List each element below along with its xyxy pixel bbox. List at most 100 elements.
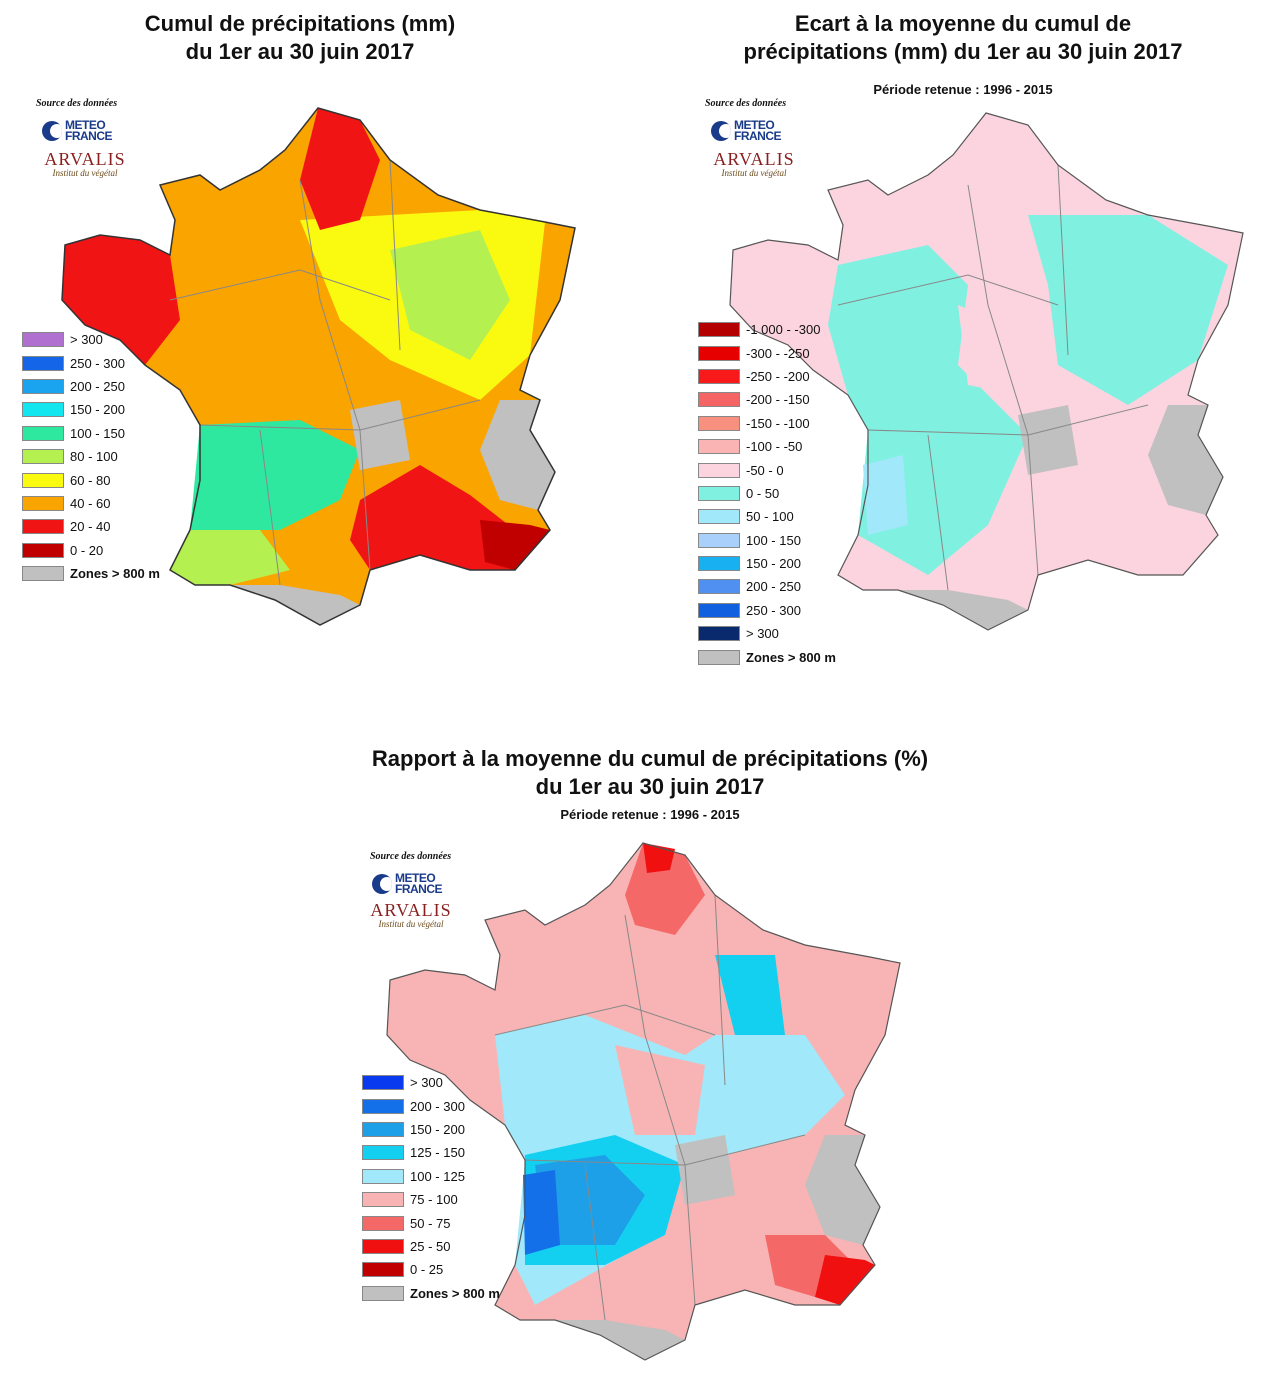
france-border <box>61 107 576 626</box>
meteo-france-logo: METEO FRANCE <box>42 119 113 142</box>
meteo-france-circle-icon <box>711 121 731 141</box>
map-panel-rapport: Rapport à la moyenne du cumul de précipi… <box>300 735 1000 1365</box>
map-panel-ecart: Ecart à la moyenne du cumul de précipita… <box>633 0 1266 690</box>
legend-item: -50 - 0 <box>698 458 836 481</box>
map-title-rapport: Rapport à la moyenne du cumul de précipi… <box>300 745 1000 801</box>
legend-item: 40 - 60 <box>22 492 160 515</box>
legend-label: 200 - 300 <box>410 1098 465 1114</box>
period-subtitle-ecart: Période retenue : 1996 - 2015 <box>873 82 1053 97</box>
france-border <box>386 842 901 1361</box>
legend-item: 50 - 100 <box>698 505 836 528</box>
legend-item: 200 - 250 <box>22 375 160 398</box>
legend-item: 150 - 200 <box>698 552 836 575</box>
legend-label: 200 - 250 <box>746 579 801 595</box>
legend-swatch <box>698 602 740 618</box>
legend-swatch <box>22 402 64 418</box>
region-borders <box>169 159 481 586</box>
legend-swatch <box>362 1262 404 1278</box>
legend-swatch <box>22 378 64 394</box>
legend-swatch <box>22 472 64 488</box>
legend-label: -1 000 - -300 <box>746 322 821 338</box>
legend-swatch <box>22 566 64 582</box>
zone-80-100-sw-coast <box>170 530 290 585</box>
legend-item: 125 - 150 <box>362 1141 500 1164</box>
legend-label: 200 - 250 <box>70 378 125 394</box>
legend-item: Zones > 800 m <box>22 562 160 585</box>
legend-label: -250 - -200 <box>746 368 810 384</box>
legend-label: -150 - -100 <box>746 415 810 431</box>
legend-item: 0 - 25 <box>362 1258 500 1281</box>
legend-item: > 300 <box>698 622 836 645</box>
france-map-cumul <box>61 107 576 626</box>
legend-swatch <box>698 579 740 595</box>
zone-25-50-provence <box>815 1255 875 1305</box>
legend-item: 200 - 250 <box>698 575 836 598</box>
zone-20-40-north <box>300 108 380 230</box>
legend-item: -100 - -50 <box>698 435 836 458</box>
legend-item: 150 - 200 <box>362 1118 500 1141</box>
legend-label: Zones > 800 m <box>70 566 160 582</box>
legend-item: 0 - 20 <box>22 539 160 562</box>
meteo-france-circle-icon <box>372 874 392 894</box>
zone-50-75-north <box>625 843 705 935</box>
legend-swatch <box>22 495 64 511</box>
legend-label: 250 - 300 <box>70 355 125 371</box>
legend-swatch <box>698 345 740 361</box>
legend-swatch <box>698 415 740 431</box>
legend-label: > 300 <box>410 1075 443 1091</box>
arvalis-logo: ARVALIS Institut du végétal <box>370 900 452 929</box>
legend-item: 80 - 100 <box>22 445 160 468</box>
legend-swatch <box>362 1215 404 1231</box>
legend-label: 0 - 20 <box>70 542 104 558</box>
legend-label: 150 - 200 <box>70 402 125 418</box>
legend-ecart: -1 000 - -300 -300 - -250 -250 - -200 -200 … <box>698 318 836 669</box>
legend-label: 20 - 40 <box>70 519 111 535</box>
title-line-1: Cumul de précipitations (mm) <box>144 11 456 36</box>
legend-swatch <box>362 1145 404 1161</box>
title-line-2: du 1er au 30 juin 2017 <box>185 39 415 64</box>
legend-item: 100 - 125 <box>362 1165 500 1188</box>
zone-25-50-nord-tip <box>643 843 675 873</box>
legend-item: -1 000 - -300 <box>698 318 836 341</box>
legend-item: -250 - -200 <box>698 365 836 388</box>
legend-label: -300 - -250 <box>746 345 810 361</box>
source-label: Source des données <box>705 98 787 109</box>
legend-label: > 300 <box>746 626 779 642</box>
legend-swatch <box>22 449 64 465</box>
france-border <box>729 112 1244 631</box>
zone-high-massif-central <box>1018 405 1078 475</box>
zone-125-150-north-east <box>715 955 785 1035</box>
legend-cumul: > 300 250 - 300 200 - 250 150 - 200 100 - 15… <box>22 328 160 585</box>
legend-item: 100 - 150 <box>698 529 836 552</box>
legend-label: 0 - 50 <box>746 485 780 501</box>
map-title-ecart: Ecart à la moyenne du cumul de précipita… <box>673 10 1253 66</box>
legend-label: 25 - 50 <box>410 1238 451 1254</box>
legend-item: Zones > 800 m <box>362 1282 500 1305</box>
legend-label: 50 - 75 <box>410 1215 451 1231</box>
legend-swatch <box>22 332 64 348</box>
legend-swatch <box>22 355 64 371</box>
title-line-1: Rapport à la moyenne du cumul de précipi… <box>371 746 929 771</box>
zone-0-20-provence <box>480 520 550 570</box>
zone-80-100-east <box>390 230 510 360</box>
legend-item: 25 - 50 <box>362 1235 500 1258</box>
legend-swatch <box>698 392 740 408</box>
legend-label: 150 - 200 <box>746 556 801 572</box>
legend-item: -150 - -100 <box>698 412 836 435</box>
legend-swatch <box>698 439 740 455</box>
legend-label: Zones > 800 m <box>746 649 836 665</box>
france-map-rapport <box>386 842 901 1361</box>
legend-swatch <box>22 425 64 441</box>
legend-label: 75 - 100 <box>410 1192 458 1208</box>
legend-label: -50 - 0 <box>746 462 784 478</box>
zone-high-alps <box>480 400 555 510</box>
legend-label: 100 - 150 <box>746 532 801 548</box>
zone-minus-50-0-centre <box>958 305 1028 395</box>
legend-swatch <box>362 1238 404 1254</box>
legend-item: > 300 <box>362 1071 500 1094</box>
legend-label: -200 - -150 <box>746 392 810 408</box>
legend-label: -100 - -50 <box>746 439 803 455</box>
legend-item: 150 - 200 <box>22 398 160 421</box>
legend-item: 0 - 50 <box>698 482 836 505</box>
source-label: Source des données <box>370 851 452 862</box>
